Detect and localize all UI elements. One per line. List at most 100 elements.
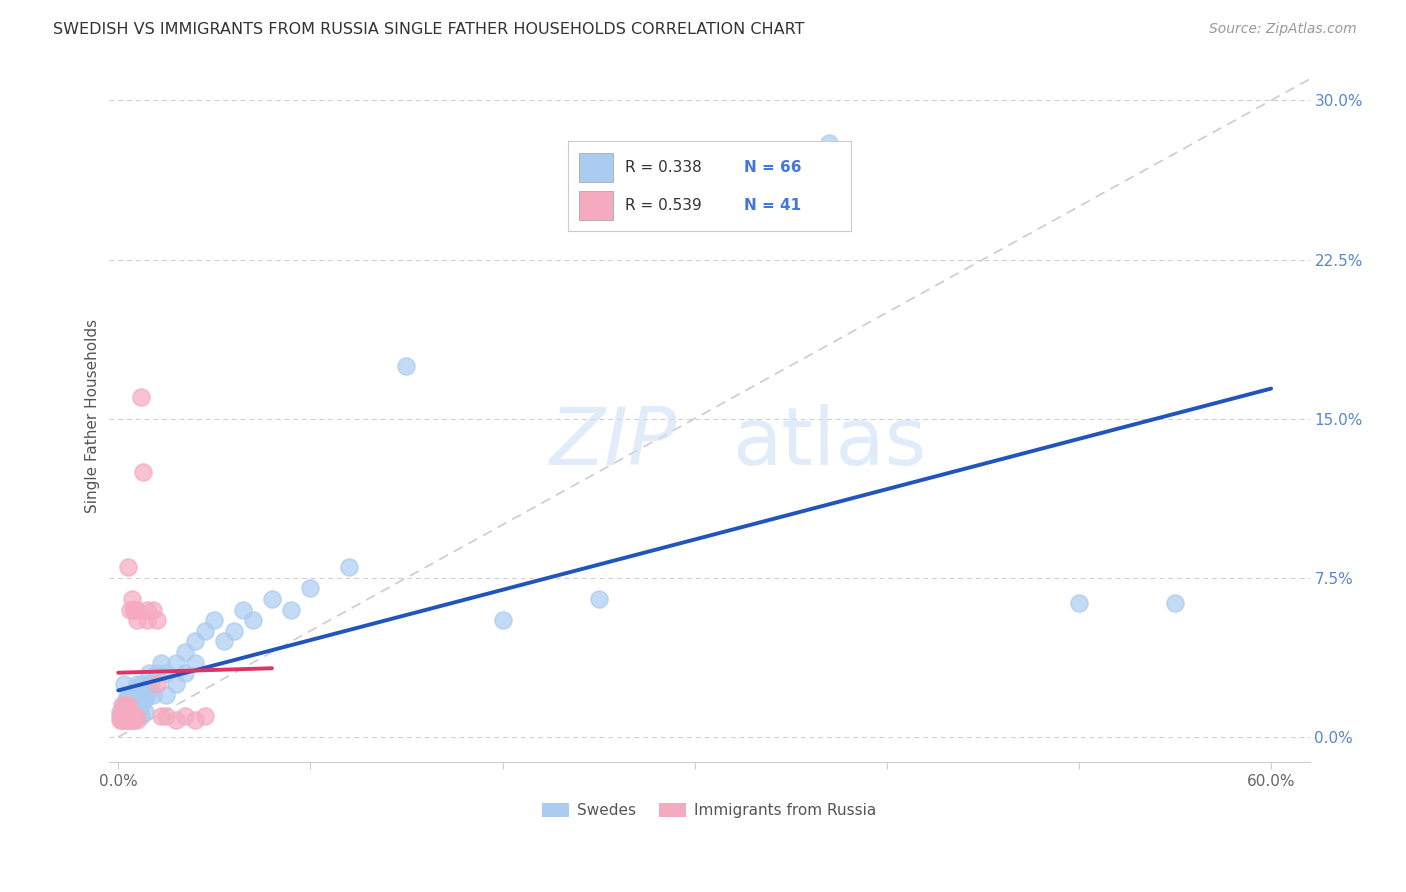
Point — [129, 677, 152, 691]
Point — [121, 713, 143, 727]
Point — [818, 136, 841, 150]
Point — [118, 705, 141, 719]
Point — [115, 708, 138, 723]
Point — [118, 691, 141, 706]
Point — [299, 582, 322, 596]
Point — [118, 713, 141, 727]
Point — [127, 705, 149, 719]
Point — [124, 683, 146, 698]
Point — [112, 698, 135, 713]
Text: N = 66: N = 66 — [744, 160, 801, 175]
FancyBboxPatch shape — [579, 192, 613, 220]
Point — [112, 713, 135, 727]
Point — [174, 708, 197, 723]
Text: R = 0.338: R = 0.338 — [624, 160, 702, 175]
Point — [115, 713, 138, 727]
Point — [112, 677, 135, 691]
Point — [280, 602, 302, 616]
Point — [174, 666, 197, 681]
Point — [395, 359, 418, 373]
Point — [111, 708, 134, 723]
Point — [115, 705, 138, 719]
Point — [122, 602, 145, 616]
Point — [127, 602, 149, 616]
Point — [222, 624, 245, 638]
Text: atlas: atlas — [733, 404, 927, 483]
Point — [115, 713, 138, 727]
Point — [118, 713, 141, 727]
Point — [128, 688, 150, 702]
Point — [194, 624, 217, 638]
Point — [112, 705, 135, 719]
Point — [202, 613, 225, 627]
Point — [111, 698, 134, 713]
Text: SWEDISH VS IMMIGRANTS FROM RUSSIA SINGLE FATHER HOUSEHOLDS CORRELATION CHART: SWEDISH VS IMMIGRANTS FROM RUSSIA SINGLE… — [53, 22, 804, 37]
Point — [122, 602, 145, 616]
Point — [121, 592, 143, 607]
Point — [155, 708, 177, 723]
Point — [136, 677, 159, 691]
Point — [117, 698, 139, 713]
Point — [111, 705, 134, 719]
Point — [112, 708, 135, 723]
Point — [127, 713, 149, 727]
Point — [111, 713, 134, 727]
Point — [121, 688, 143, 702]
Point — [117, 698, 139, 713]
Point — [127, 613, 149, 627]
Point — [134, 691, 156, 706]
Point — [122, 691, 145, 706]
Point — [132, 683, 155, 698]
Point — [155, 688, 177, 702]
Point — [124, 708, 146, 723]
Point — [124, 708, 146, 723]
Text: R = 0.539: R = 0.539 — [624, 198, 702, 213]
Y-axis label: Single Father Households: Single Father Households — [86, 318, 100, 513]
Point — [117, 713, 139, 727]
Point — [142, 602, 165, 616]
Point — [129, 391, 152, 405]
Point — [337, 560, 360, 574]
Point — [491, 613, 513, 627]
Point — [115, 705, 138, 719]
Point — [184, 634, 207, 648]
Point — [134, 705, 156, 719]
Point — [184, 713, 207, 727]
Point — [121, 708, 143, 723]
Point — [112, 713, 135, 727]
Point — [117, 708, 139, 723]
Point — [149, 708, 172, 723]
Point — [165, 656, 187, 670]
Point — [132, 465, 155, 479]
Point — [117, 688, 139, 702]
Point — [136, 613, 159, 627]
Point — [118, 602, 141, 616]
Point — [184, 656, 207, 670]
Point — [111, 713, 134, 727]
Point — [145, 613, 167, 627]
Point — [124, 698, 146, 713]
Point — [138, 666, 160, 681]
Point — [129, 698, 152, 713]
Point — [1067, 596, 1090, 610]
Point — [588, 592, 610, 607]
Point — [108, 713, 131, 727]
Text: N = 41: N = 41 — [744, 198, 801, 213]
Point — [155, 666, 177, 681]
Point — [242, 613, 264, 627]
Point — [136, 688, 159, 702]
Point — [136, 602, 159, 616]
Text: Source: ZipAtlas.com: Source: ZipAtlas.com — [1209, 22, 1357, 37]
Point — [165, 713, 187, 727]
Point — [149, 656, 172, 670]
Point — [112, 708, 135, 723]
Point — [145, 677, 167, 691]
Point — [115, 691, 138, 706]
Point — [121, 698, 143, 713]
Point — [139, 677, 162, 691]
Point — [1164, 596, 1187, 610]
Point — [129, 708, 152, 723]
Point — [165, 677, 187, 691]
Point — [115, 698, 138, 713]
Point — [145, 666, 167, 681]
